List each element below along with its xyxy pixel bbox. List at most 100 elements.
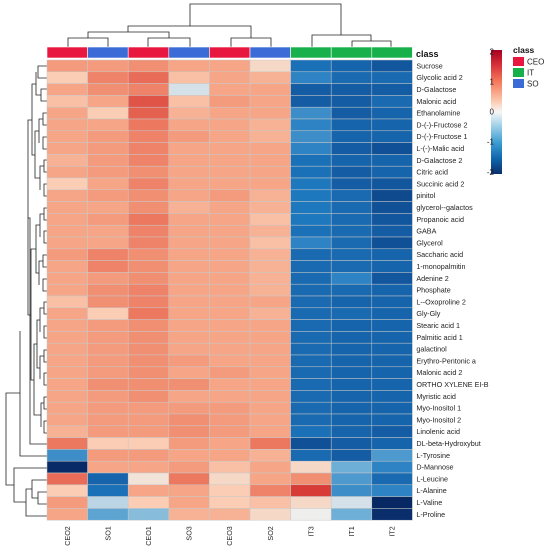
heatmap-cell	[127, 449, 170, 462]
legend-swatch-SO	[513, 79, 524, 88]
heatmap-cell	[371, 130, 413, 143]
heatmap-cell	[249, 154, 291, 167]
heatmap-cell	[209, 142, 251, 155]
heatmap-cell	[209, 201, 251, 214]
heatmap-cell	[46, 154, 88, 167]
heatmap-cell	[46, 260, 88, 273]
heatmap-cell	[168, 484, 210, 497]
heatmap-cell	[168, 236, 210, 250]
column-label: IT1	[347, 526, 356, 536]
heatmap-cell	[330, 224, 373, 238]
heatmap-cell	[249, 248, 291, 261]
heatmap-cell	[249, 142, 291, 155]
heatmap-cell	[168, 95, 210, 108]
row-label: Malonic acid 2	[416, 368, 462, 377]
heatmap-cell	[330, 236, 373, 250]
heatmap-cell	[87, 213, 129, 226]
heatmap-cell	[330, 319, 373, 332]
heatmap-cell	[290, 342, 332, 356]
heatmap-cell	[371, 413, 413, 427]
heatmap-cell	[330, 83, 373, 96]
heatmap-cell	[249, 390, 291, 403]
heatmap-cell	[46, 177, 88, 191]
heatmap-cell	[127, 130, 170, 143]
heatmap-cell	[87, 331, 129, 344]
heatmap-cell	[371, 201, 413, 214]
class-cell-CEO1	[127, 46, 170, 59]
heatmap-cell	[87, 425, 129, 438]
heatmap-cell	[209, 295, 251, 309]
legend-swatch-IT	[513, 68, 524, 77]
heatmap-cell	[330, 118, 373, 132]
heatmap-cell	[371, 95, 413, 108]
heatmap-cell	[371, 437, 413, 450]
heatmap-cell	[168, 283, 210, 297]
heatmap-cell	[209, 59, 251, 73]
heatmap-cell	[249, 437, 291, 450]
heatmap-cell	[290, 130, 332, 143]
heatmap-cell	[168, 425, 210, 438]
heatmap-cell	[127, 142, 170, 155]
heatmap-cell	[127, 390, 170, 403]
heatmap-cell	[290, 272, 332, 285]
heatmap-cell	[209, 260, 251, 273]
heatmap-cell	[46, 95, 88, 108]
heatmap-cell	[209, 460, 251, 474]
heatmap-cell	[168, 272, 210, 285]
heatmap-cell	[371, 248, 413, 261]
heatmap-cell	[127, 154, 170, 167]
colorbar-tick-label: 2	[490, 48, 495, 57]
heatmap-cell	[290, 236, 332, 250]
heatmap-cell	[290, 71, 332, 84]
heatmap-cell	[209, 472, 251, 486]
heatmap-cell	[371, 484, 413, 497]
heatmap-cell	[371, 508, 413, 521]
heatmap-cell	[209, 106, 251, 120]
heatmap-cell	[249, 378, 291, 391]
heatmap-cell	[168, 142, 210, 155]
heatmap-cell	[127, 177, 170, 191]
heatmap-cell	[290, 378, 332, 391]
row-label: Myo-Inositol 1	[416, 404, 461, 413]
heatmap-cell	[87, 272, 129, 285]
heatmap-cell	[46, 319, 88, 332]
heatmap-cell	[371, 165, 413, 179]
heatmap-cell	[290, 165, 332, 179]
heatmap-cell	[209, 189, 251, 202]
heatmap-cell	[87, 413, 129, 427]
heatmap-cell	[87, 295, 129, 309]
heatmap-cell	[330, 401, 373, 415]
heatmap-cell	[330, 283, 373, 297]
heatmap-cell	[168, 342, 210, 356]
heatmap-cell	[249, 165, 291, 179]
heatmap-cell	[168, 295, 210, 309]
heatmap-cell	[330, 342, 373, 356]
heatmap-cell	[46, 236, 88, 250]
heatmap-cell	[87, 319, 129, 332]
heatmap-cell	[290, 449, 332, 462]
heatmap-cell	[371, 401, 413, 415]
row-label: L-Alanine	[416, 486, 446, 495]
heatmap-cell	[249, 354, 291, 368]
heatmap-cell	[127, 354, 170, 368]
heatmap-cell	[290, 425, 332, 438]
heatmap-cell	[168, 106, 210, 120]
heatmap-cell	[371, 472, 413, 486]
heatmap-cell	[209, 165, 251, 179]
heatmap-cell	[371, 390, 413, 403]
heatmap-cell	[249, 295, 291, 309]
heatmap-cell	[46, 59, 88, 73]
heatmap-cell	[249, 272, 291, 285]
heatmap-cell	[290, 260, 332, 273]
heatmap-cell	[290, 354, 332, 368]
heatmap-cell	[87, 460, 129, 474]
heatmap-cell	[127, 413, 170, 427]
heatmap-cell	[330, 331, 373, 344]
row-label: Sucrose	[416, 61, 442, 70]
heatmap-cell	[46, 130, 88, 143]
heatmap-cell	[168, 201, 210, 214]
heatmap-cell	[209, 319, 251, 332]
heatmap-cell	[330, 130, 373, 143]
heatmap-cell	[330, 295, 373, 309]
heatmap-cell	[371, 83, 413, 96]
